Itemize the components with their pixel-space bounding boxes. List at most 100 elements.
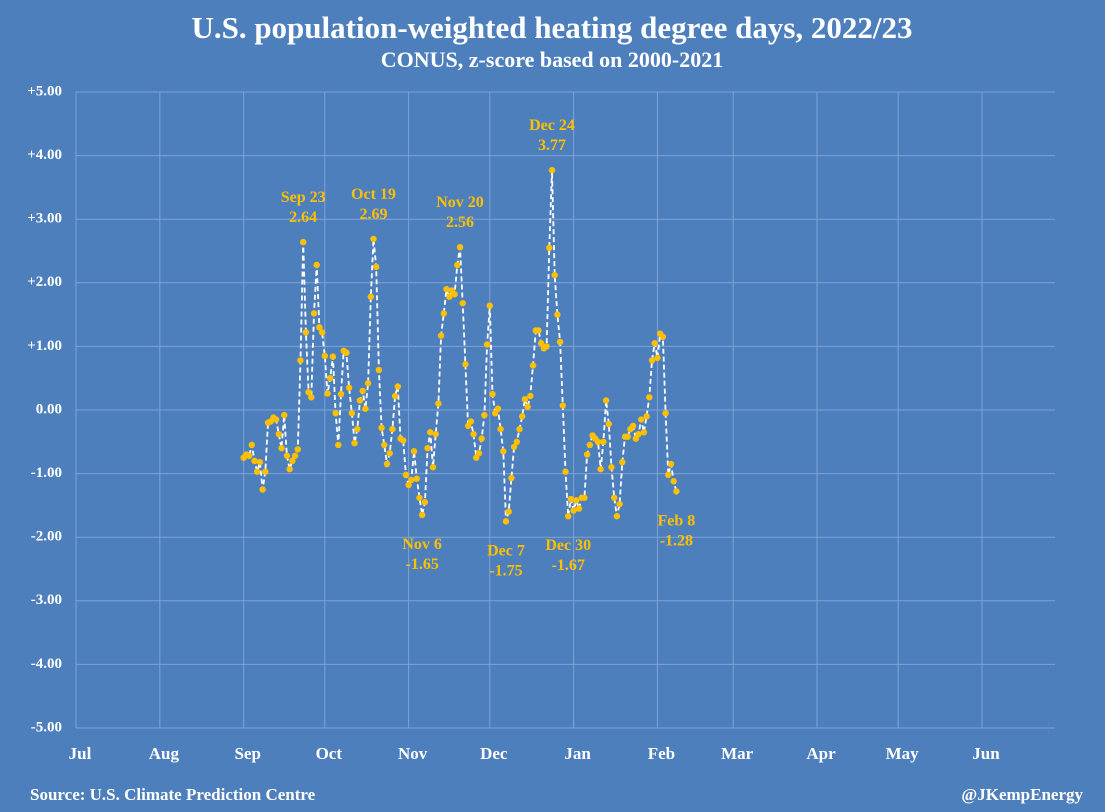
annotation-date: Oct 19: [351, 186, 396, 203]
data-point: [245, 452, 253, 459]
data-point: [321, 352, 329, 360]
data-point: [570, 507, 577, 514]
data-point: [381, 441, 388, 449]
data-point: [667, 460, 675, 468]
chart-subtitle: CONUS, z-score based on 2000-2021: [381, 47, 723, 72]
data-point: [348, 409, 356, 417]
data-point: [629, 422, 637, 430]
data-point: [359, 387, 366, 395]
data-point: [556, 338, 564, 346]
x-tick-label: Jan: [564, 744, 591, 763]
data-point: [253, 468, 261, 475]
data-point: [481, 411, 488, 419]
annotation-date: Nov 20: [436, 194, 484, 211]
data-point: [262, 468, 269, 475]
x-tick-label: Apr: [806, 744, 836, 763]
data-point: [310, 310, 318, 317]
data-point: [313, 261, 320, 269]
data-point: [437, 332, 445, 339]
data-point: [510, 443, 518, 451]
data-point: [494, 405, 502, 412]
data-point: [329, 353, 337, 360]
data-point: [665, 471, 672, 479]
data-point: [405, 481, 412, 489]
data-point: [408, 476, 415, 484]
data-point: [546, 244, 553, 252]
data-point: [581, 494, 588, 501]
data-point: [619, 458, 626, 466]
data-point: [294, 446, 301, 453]
data-point: [446, 293, 453, 300]
data-point: [516, 425, 523, 433]
data-point: [662, 409, 669, 417]
annotation-date: Nov 6: [402, 536, 442, 553]
data-point: [413, 475, 420, 482]
chart-title: U.S. population-weighted heating degree …: [191, 10, 912, 45]
annotation-date: Sep 23: [281, 189, 326, 206]
data-point: [529, 362, 537, 369]
data-point: [635, 430, 642, 438]
data-point: [375, 366, 383, 374]
data-point: [486, 302, 493, 309]
data-point: [383, 460, 391, 468]
data-point: [605, 420, 612, 428]
annotation-value: 2.56: [446, 214, 474, 231]
data-point: [638, 416, 645, 423]
data-point: [470, 430, 477, 438]
x-tick-label: Jun: [972, 744, 1000, 763]
data-point: [451, 291, 458, 298]
data-point: [594, 438, 602, 445]
y-tick-label: +4.00: [27, 147, 62, 163]
data-point: [324, 390, 331, 397]
data-point: [513, 438, 521, 445]
data-point: [362, 405, 369, 412]
data-point: [616, 500, 623, 508]
data-point: [551, 271, 558, 279]
annotation-value: 2.69: [359, 206, 387, 223]
data-point: [613, 513, 621, 520]
data-point: [256, 458, 264, 466]
data-point: [299, 238, 307, 246]
annotation-value: 2.64: [289, 209, 317, 226]
data-point: [565, 513, 572, 520]
data-point: [456, 243, 464, 251]
data-point: [462, 361, 469, 368]
data-point: [391, 392, 399, 400]
data-point: [421, 499, 429, 506]
data-point: [562, 468, 569, 475]
data-point: [573, 497, 580, 504]
data-point: [535, 327, 542, 334]
y-tick-label: -4.00: [31, 656, 62, 672]
data-point: [508, 474, 515, 482]
annotation-date: Dec 24: [529, 117, 575, 134]
y-tick-label: +1.00: [27, 338, 62, 354]
data-point: [394, 383, 402, 390]
data-point: [318, 329, 326, 336]
data-point: [281, 411, 288, 419]
data-point: [586, 441, 594, 449]
data-point: [248, 441, 255, 449]
data-point: [502, 518, 510, 525]
data-point: [583, 451, 591, 458]
x-tick-label: Jul: [69, 744, 92, 763]
data-point: [440, 310, 448, 317]
data-point: [659, 333, 667, 341]
x-tick-label: Dec: [480, 744, 508, 763]
data-point: [400, 437, 407, 444]
annotation-date: Feb 8: [657, 512, 695, 529]
y-tick-label: -2.00: [31, 529, 62, 545]
x-tick-label: May: [886, 744, 920, 763]
data-point: [527, 392, 534, 400]
data-point: [416, 494, 423, 501]
y-tick-label: +3.00: [27, 211, 62, 227]
data-point: [575, 505, 583, 512]
source: Source: U.S. Climate Prediction Centre: [30, 785, 316, 804]
data-point: [651, 340, 658, 347]
data-point: [378, 424, 385, 432]
data-point: [521, 395, 529, 403]
data-point: [454, 261, 461, 269]
y-tick-label: -3.00: [31, 592, 62, 608]
data-point: [343, 349, 350, 356]
data-point: [443, 285, 450, 293]
x-tick-label: Aug: [149, 744, 180, 763]
